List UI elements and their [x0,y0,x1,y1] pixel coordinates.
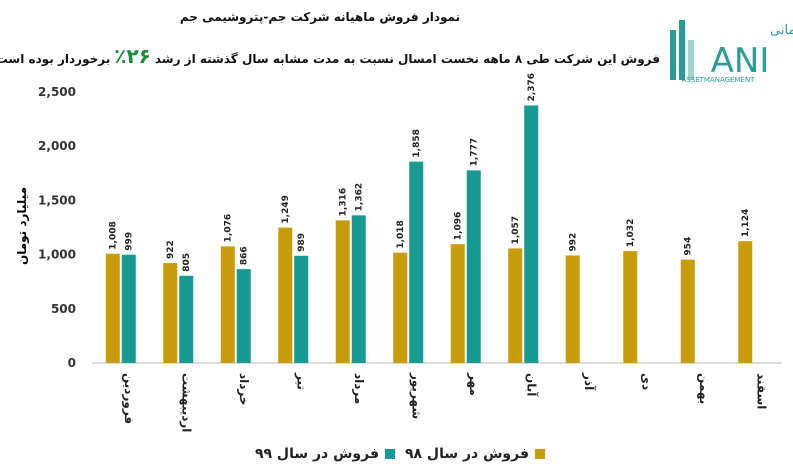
value-label: 1,316 [339,188,349,216]
value-label: 992 [569,233,579,252]
logo: سبدگردان مانی ANI ASSETMANAGEMENT [670,20,793,84]
bar [351,215,366,363]
bar [450,244,465,363]
logo-bar [688,40,694,80]
x-tick-label: مرداد [352,373,366,404]
bar [179,275,194,363]
bar [220,246,235,363]
bar [121,254,136,363]
subtitle-highlight: ۲۶٪ [114,44,151,68]
x-tick-label: اسفند [754,373,768,409]
legend-label: فروش در سال ۹۸ [405,446,529,462]
value-label: 922 [166,240,176,259]
value-label: 1,124 [741,209,751,237]
y-tick-label: 500 [51,302,76,316]
value-label: 1,096 [454,212,464,240]
x-tick-label: تیر [294,372,308,390]
value-label: 805 [182,253,192,272]
y-tick-label: 2,500 [38,85,76,99]
y-tick-label: 0 [68,356,76,370]
value-label: 989 [297,233,307,252]
value-label: 1,858 [412,129,422,157]
chart-subtitle: فروش این شرکت طی ۸ ماهه نخست امسال نسبت … [0,44,660,68]
bar [738,241,753,363]
subtitle-text: برخوردار بوده است. [0,52,111,66]
value-label: 1,777 [470,138,480,166]
legend-item: فروش در سال ۹۹ [255,446,395,462]
x-tick-label: آذر [582,372,597,391]
bar [565,255,580,363]
logo-name: سبدگردان مانی [770,22,793,38]
value-label: 999 [125,232,135,251]
x-tick-label: دی [639,373,653,390]
y-tick-label: 1,500 [38,193,76,207]
value-label: 2,376 [527,73,537,101]
y-tick-label: 2,000 [38,139,76,153]
legend-item: فروش در سال ۹۸ [405,446,545,462]
legend-label: فروش در سال ۹۹ [255,446,379,462]
chart-title: نمودار فروش ماهیانه شرکت جم-پتروشیمی جم [179,10,461,24]
value-label: 1,018 [396,220,406,248]
x-tick-label: مهر [467,372,481,396]
x-tick-label: اردیبهشت [179,373,193,432]
y-axis-label: میلیارد تومان [15,187,30,265]
value-label: 954 [684,237,694,256]
legend-swatch [385,449,395,459]
value-label: 1,249 [281,195,291,223]
bar [335,220,350,363]
bar [105,253,120,363]
x-tick-label: شهریور [408,372,423,419]
bar [466,170,481,363]
x-tick-label: فروردین [121,373,136,424]
x-tick-label: خرداد [237,373,251,406]
logo-mark: ANI [711,41,770,81]
x-tick-label: آبان [524,373,539,397]
bar [623,251,638,363]
legend-swatch [535,449,545,459]
value-label: 1,076 [224,214,234,242]
bar [163,263,178,363]
bar [236,269,251,363]
x-tick-label: بهمن [697,373,711,404]
bar [508,248,523,363]
value-label: 1,008 [109,221,119,249]
logo-subtitle: ASSETMANAGEMENT [682,76,756,84]
bar [278,227,293,363]
subtitle-text: فروش این شرکت طی ۸ ماهه نخست امسال نسبت … [154,52,660,66]
logo-bar [670,30,676,80]
value-label: 1,057 [511,216,521,244]
logo-bar [679,20,685,80]
value-label: 1,362 [355,183,365,211]
bar [409,161,424,363]
value-label: 866 [240,246,250,265]
bar [680,259,695,363]
bar [393,252,408,363]
bar [294,255,309,363]
y-tick-label: 1,000 [38,248,76,262]
value-label: 1,032 [626,219,636,247]
bar [524,105,539,364]
